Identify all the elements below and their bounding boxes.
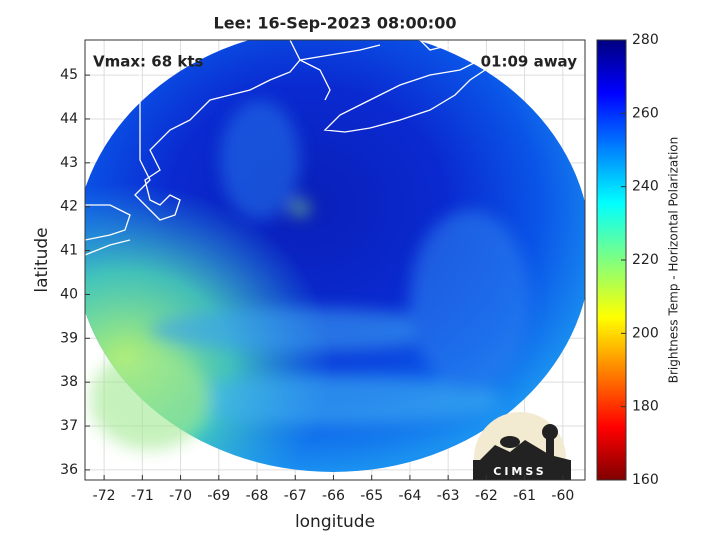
x-tick-label: -62 — [475, 488, 498, 504]
x-tick-label: -64 — [398, 488, 421, 504]
axes-frame — [84, 39, 586, 481]
logo-text: CIMSS — [493, 465, 546, 478]
y-tick-label: 38 — [60, 374, 78, 390]
y-tick-label: 37 — [60, 418, 78, 434]
x-tick-label: -72 — [93, 488, 116, 504]
colorbar-tick-label: 160 — [632, 472, 659, 488]
annotation: Vmax: 68 kts — [93, 53, 203, 71]
y-axis-label: latitude — [32, 227, 52, 292]
x-tick-label: -66 — [322, 488, 345, 504]
colorbar-tick-label: 280 — [632, 32, 659, 48]
colorbar-tick-label: 220 — [632, 252, 659, 268]
colorbar-tick-label: 200 — [632, 325, 659, 341]
y-tick-label: 43 — [60, 155, 78, 171]
chart-title: Lee: 16-Sep-2023 08:00:00 — [214, 14, 457, 33]
coastline — [85, 40, 503, 256]
x-tick-label: -71 — [131, 488, 154, 504]
colorbar-tick-label: 180 — [632, 399, 659, 415]
y-tick-label: 42 — [60, 199, 78, 215]
x-tick-label: -67 — [284, 488, 307, 504]
x-tick-label: -70 — [169, 488, 192, 504]
y-tick-label: 44 — [60, 111, 78, 127]
x-tick-label: -61 — [513, 488, 536, 504]
y-tick-label: 36 — [60, 462, 78, 478]
y-tick-label: 45 — [60, 67, 78, 83]
colorbar-tick-label: 240 — [632, 179, 659, 195]
y-tick-label: 40 — [60, 286, 78, 302]
y-tick-label: 41 — [60, 243, 78, 259]
colorbar-tick-label: 260 — [632, 105, 659, 121]
x-tick-label: -68 — [246, 488, 269, 504]
x-tick-label: -60 — [551, 488, 574, 504]
annotation: 01:09 away — [481, 53, 578, 71]
satellite-image: CIMSS — [85, 40, 585, 480]
x-axis-label: longitude — [295, 512, 375, 532]
logo: CIMSS — [473, 412, 571, 480]
colorbar-label: Brightness Temp - Horizontal Polarizatio… — [667, 137, 681, 384]
x-tick-label: -65 — [360, 488, 383, 504]
y-tick-label: 39 — [60, 330, 78, 346]
x-tick-label: -69 — [207, 488, 230, 504]
x-tick-label: -63 — [437, 488, 460, 504]
